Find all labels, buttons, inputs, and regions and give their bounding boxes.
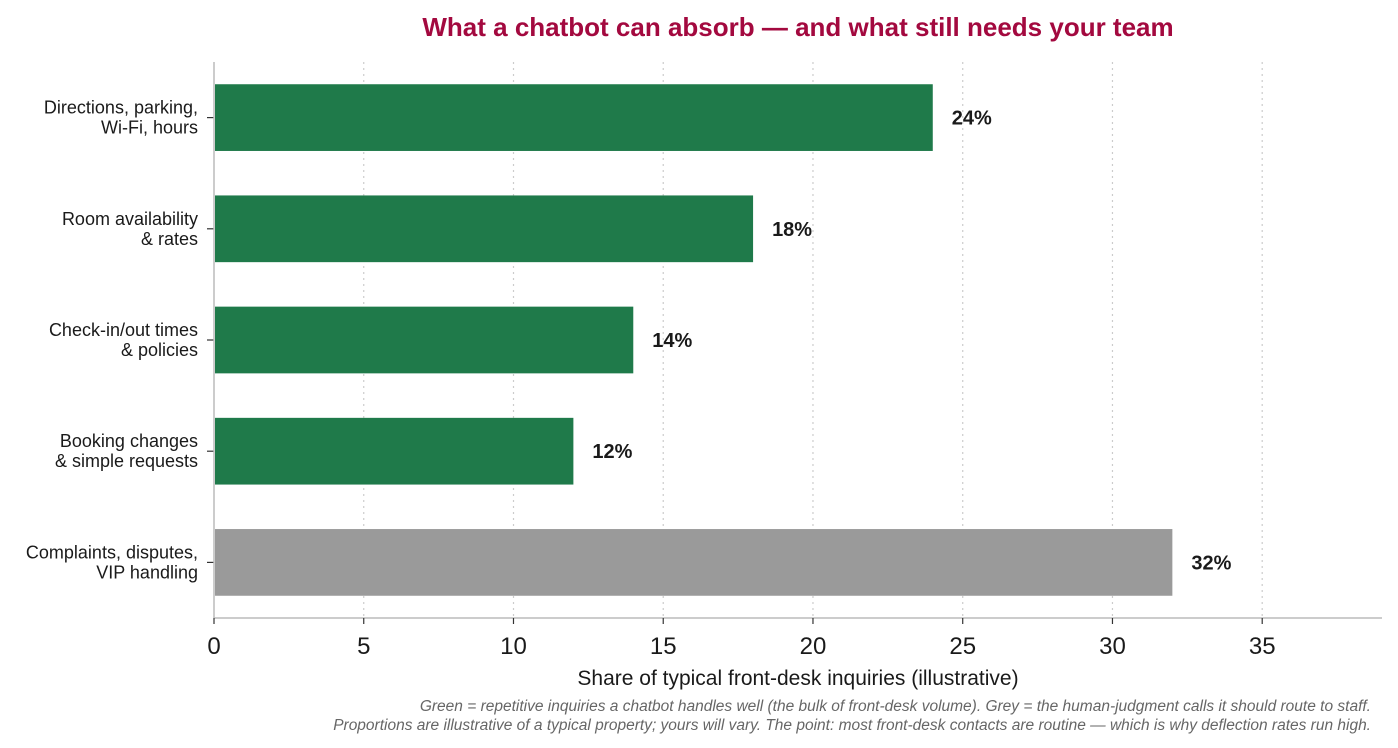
x-tick-label: 15 [650, 633, 677, 660]
axes-group [207, 62, 1382, 624]
footnote-line-2: Proportions are illustrative of a typica… [333, 717, 1371, 734]
labels-group: 24% Directions, parking, Wi-Fi, hours 18% Ro… [26, 98, 1276, 660]
data-label: 18% [772, 219, 812, 241]
data-label: 14% [652, 330, 692, 352]
bar [215, 417, 574, 485]
chart-title: What a chatbot can absorb — and what sti… [422, 12, 1173, 42]
category-label: Directions, parking, Wi-Fi, hours [44, 98, 198, 138]
bar [215, 195, 754, 263]
x-axis-label: Share of typical front-desk inquiries (i… [577, 667, 1018, 690]
category-label: Room availability & rates [62, 209, 198, 249]
data-label: 32% [1191, 552, 1231, 574]
bar [215, 84, 933, 151]
category-label: Complaints, disputes, VIP handling [26, 542, 198, 582]
category-label: Booking changes & simple requests [55, 431, 198, 471]
x-tick-label: 5 [357, 633, 370, 660]
bar [215, 306, 634, 374]
x-tick-label: 30 [1099, 633, 1126, 660]
x-tick-label: 0 [207, 633, 220, 660]
x-tick-label: 25 [949, 633, 976, 660]
category-label: Check-in/out times & policies [49, 320, 198, 360]
x-tick-label: 10 [500, 633, 527, 660]
footnote: Green = repetitive inquiries a chatbot h… [333, 697, 1371, 735]
x-tick-label: 35 [1249, 633, 1276, 660]
bars-group [215, 84, 1173, 596]
footnote-line-1: Green = repetitive inquiries a chatbot h… [419, 698, 1371, 715]
data-label: 12% [592, 441, 632, 463]
data-label: 24% [952, 108, 992, 130]
x-tick-label: 20 [800, 633, 827, 660]
bar [215, 529, 1173, 596]
